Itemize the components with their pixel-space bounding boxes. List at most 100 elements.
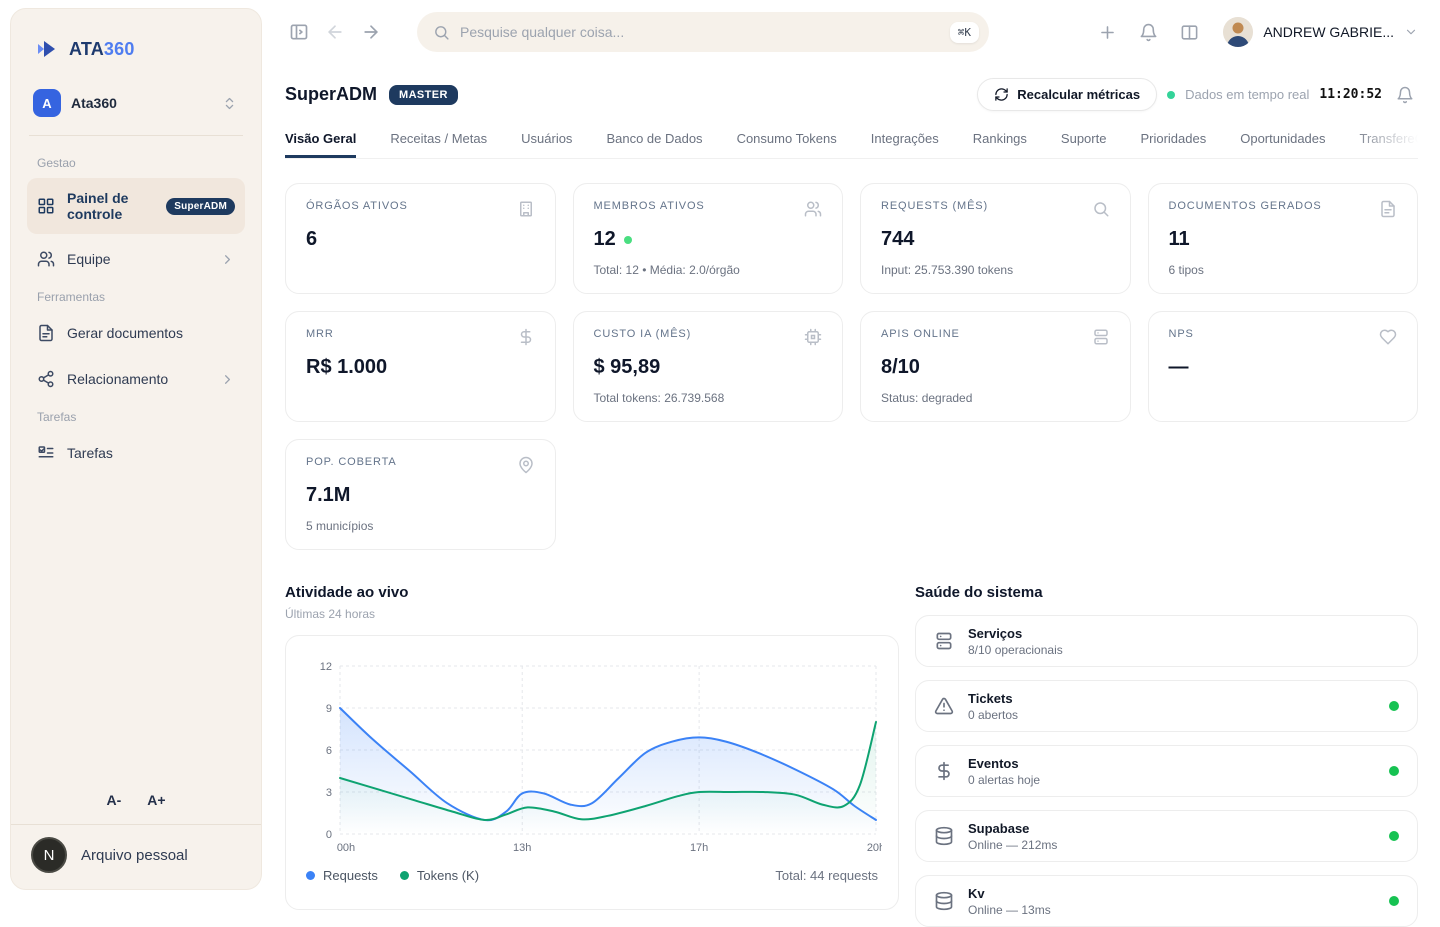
tab-receitas-metas[interactable]: Receitas / Metas <box>390 131 488 146</box>
stat-value: 7.1M <box>306 484 351 506</box>
health-name: Supabase <box>968 820 1030 836</box>
health-detail: 0 alertas hoje <box>968 772 1041 787</box>
sidebar-item-label: Tarefas <box>67 445 113 461</box>
chevron-down-icon <box>1406 29 1416 35</box>
users-icon <box>37 251 55 267</box>
section-label-gestao: Gestao <box>37 156 76 170</box>
stats-grid: ÓRGÃOS ATIVOS 6 MEMBROS ATIVOS 12 Total:… <box>285 183 1418 550</box>
tab-oportunidades[interactable]: Oportunidades <box>1240 131 1326 146</box>
stat-label: CUSTO IA (MÊS) <box>593 328 692 340</box>
alerts-bell-button[interactable] <box>1392 82 1418 108</box>
clock: 11:20:52 <box>1319 87 1382 102</box>
search-bar[interactable]: ⌘K <box>417 12 989 52</box>
tab-prioridades[interactable]: Prioridades <box>1140 131 1207 146</box>
tab-banco-de-dados[interactable]: Banco de Dados <box>606 131 703 146</box>
sidebar-item-gerar-documentos[interactable]: Gerar documentos <box>27 312 245 354</box>
workspace-selector[interactable]: A Ata360 <box>27 83 245 135</box>
health-item-eventos: Eventos 0 alertas hoje <box>915 745 1418 797</box>
refresh-icon <box>995 88 1008 101</box>
dollar-icon <box>934 761 954 781</box>
users-icon <box>804 200 822 218</box>
sidebar-footer-user[interactable]: N Arquivo pessoal <box>11 824 261 889</box>
search-icon <box>435 25 449 40</box>
health-item-tickets: Tickets 0 abertos <box>915 680 1418 732</box>
legend-requests: Requests <box>306 868 378 883</box>
health-item-supabase: Supabase Online — 212ms <box>915 810 1418 862</box>
tab-consumo-tokens[interactable]: Consumo Tokens <box>736 131 837 146</box>
stat-card-requests-mes: REQUESTS (MÊS) 744 Input: 25.753.390 tok… <box>860 183 1131 294</box>
sidebar-toggle-button[interactable] <box>285 18 313 46</box>
stat-value: R$ 1.000 <box>306 356 388 378</box>
stat-label: REQUESTS (MÊS) <box>881 200 989 212</box>
main-area: ⌘K ANDREW GABRIE... SuperADM MASTER <box>262 0 1440 927</box>
activity-title: Atividade ao vivo <box>285 584 409 601</box>
health-name: Eventos <box>968 755 1019 771</box>
section-label-tarefas: Tarefas <box>37 410 77 424</box>
sidebar-item-equipe[interactable]: Equipe <box>27 238 245 280</box>
workspace-avatar: A <box>33 89 61 117</box>
health-detail: 8/10 operacionais <box>968 642 1063 657</box>
columns-icon <box>1181 24 1198 40</box>
font-decrease-button[interactable]: A- <box>106 792 122 808</box>
tab-transferegov[interactable]: TransfereGov <box>1359 131 1418 146</box>
user-menu[interactable]: ANDREW GABRIE... <box>1223 17 1418 47</box>
stat-label: MEMBROS ATIVOS <box>593 200 705 212</box>
header-actions: Recalcular métricas Dados em tempo real … <box>977 78 1418 111</box>
stat-label: APIS ONLINE <box>881 328 960 340</box>
sidebar-item-painel-de-controle[interactable]: Painel de controle SuperADM <box>27 178 245 234</box>
chevron-right-icon <box>225 374 230 384</box>
notifications-button[interactable] <box>1135 19 1162 46</box>
legend-tokens: Tokens (K) <box>399 868 479 883</box>
tab-usuarios[interactable]: Usuários <box>521 131 573 146</box>
forward-button[interactable] <box>357 18 385 46</box>
map-pin-icon <box>517 456 535 474</box>
topbar-actions: ANDREW GABRIE... <box>1094 17 1418 47</box>
svg-text:0: 0 <box>326 829 332 841</box>
logo-text: ATA360 <box>69 38 135 59</box>
bell-icon <box>1397 86 1413 103</box>
alert-triangle-icon <box>934 696 954 716</box>
add-button[interactable] <box>1094 19 1121 46</box>
tab-suporte[interactable]: Suporte <box>1060 131 1107 146</box>
svg-text:3: 3 <box>326 787 332 799</box>
svg-text:6: 6 <box>326 745 332 757</box>
superadm-badge: SuperADM <box>166 197 235 215</box>
tab-visao-geral[interactable]: Visão Geral <box>285 131 356 158</box>
footer-avatar: N <box>31 837 67 873</box>
sidebar: ATA360 A Ata360 Gestao Painel de control… <box>10 8 262 890</box>
arrow-right-icon <box>364 25 378 39</box>
footer-label: Arquivo pessoal <box>81 846 188 864</box>
search-shortcut-badge: ⌘K <box>949 21 979 43</box>
live-status-dot <box>1167 90 1176 99</box>
plus-icon <box>1101 25 1115 39</box>
user-name: ANDREW GABRIE... <box>1263 24 1394 40</box>
stat-label: NPS <box>1168 328 1194 340</box>
system-health-section: Saúde do sistema Serviços 8/10 operacion… <box>915 584 1418 927</box>
sidebar-item-relacionamento[interactable]: Relacionamento <box>27 358 245 400</box>
search-icon <box>1092 200 1110 218</box>
search-input[interactable] <box>460 24 940 40</box>
back-button[interactable] <box>321 18 349 46</box>
stat-subtext: Total tokens: 26.739.568 <box>593 391 725 405</box>
stat-label: ÓRGÃOS ATIVOS <box>306 200 408 212</box>
server-icon <box>934 631 954 651</box>
cpu-icon <box>804 328 822 346</box>
layout-columns-button[interactable] <box>1176 19 1203 46</box>
sidebar-item-tarefas[interactable]: Tarefas <box>27 432 245 474</box>
stat-subtext: 5 municípios <box>306 519 374 533</box>
server-icon <box>1092 328 1110 346</box>
font-increase-button[interactable]: A+ <box>147 792 166 808</box>
master-badge: MASTER <box>389 84 458 105</box>
activity-section: Atividade ao vivo Últimas 24 horas 0 3 6 9 1… <box>285 584 899 927</box>
health-detail: Online — 13ms <box>968 902 1051 917</box>
recalculate-metrics-button[interactable]: Recalcular métricas <box>977 78 1158 111</box>
stat-subtext: 6 tipos <box>1168 263 1204 277</box>
stat-value: — <box>1168 356 1189 378</box>
tab-rankings[interactable]: Rankings <box>972 131 1027 146</box>
tab-integracoes[interactable]: Integrações <box>870 131 939 146</box>
activity-line-chart: 0 3 6 9 12 00h 13h 17h 20h <box>320 661 882 854</box>
status-dot-green <box>1389 831 1399 841</box>
sidebar-item-label: Gerar documentos <box>67 325 183 341</box>
font-size-controls: A- A+ <box>27 782 245 824</box>
stat-subtext: Input: 25.753.390 tokens <box>881 263 1014 277</box>
